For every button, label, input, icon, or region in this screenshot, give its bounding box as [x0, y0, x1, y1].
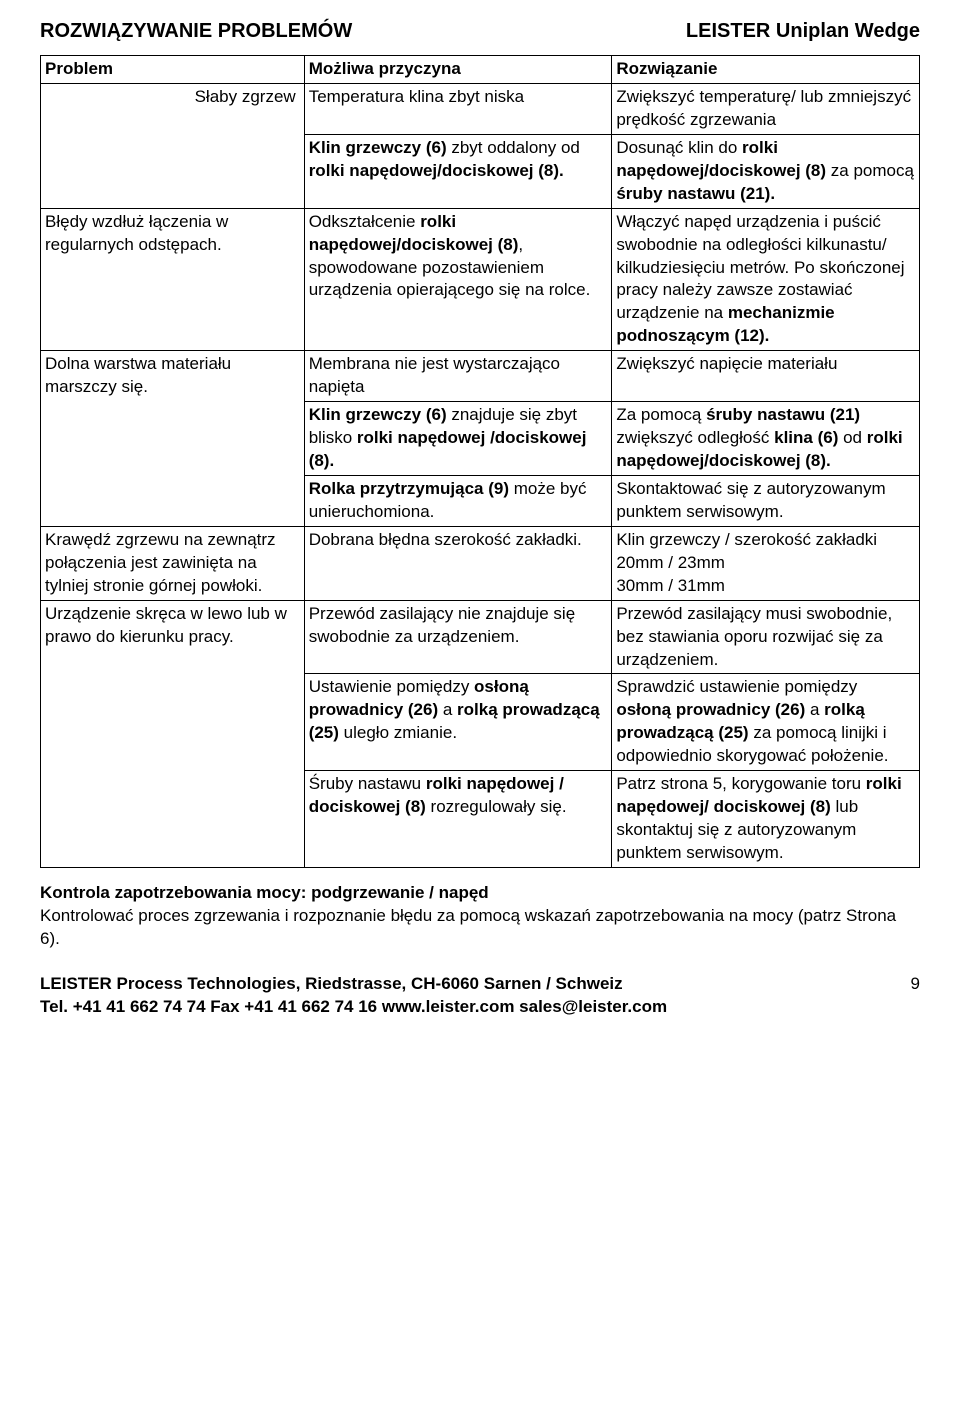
cell-cause: Śruby nastawu rolki napędowej / dociskow… [304, 771, 612, 868]
th-cause: Możliwa przyczyna [304, 56, 612, 84]
cell-solution: Zwiększyć napięcie materiału [612, 351, 920, 402]
bold-text: klina (6) [774, 428, 838, 447]
cell-solution: Klin grzewczy / szerokość zakładki 20mm … [612, 526, 920, 600]
header-right: LEISTER Uniplan Wedge [686, 18, 920, 45]
cell-solution: Sprawdzić ustawienie pomiędzy osłoną pro… [612, 674, 920, 771]
text: rozregulowały się. [426, 797, 567, 816]
cell-cause: Temperatura klina zbyt niska [304, 83, 612, 134]
text: Sprawdzić ustawienie pomiędzy [616, 677, 857, 696]
text: a [805, 700, 824, 719]
bold-text: Klin grzewczy (6) [309, 138, 447, 157]
cell-cause: Klin grzewczy (6) znajduje się zbyt blis… [304, 402, 612, 476]
page-footer: LEISTER Process Technologies, Riedstrass… [40, 973, 920, 1019]
bold-text: śruby nastawu (21) [706, 405, 860, 424]
cell-solution: Włączyć napęd urządzenia i puścić swobod… [612, 208, 920, 351]
table-row: Dolna warstwa materiału marszczy się. Me… [41, 351, 920, 402]
cell-solution: Dosunąć klin do rolki napędowej/dociskow… [612, 134, 920, 208]
table-row: Krawędź zgrzewu na zewnątrz połączenia j… [41, 526, 920, 600]
table-row: Słaby zgrzew Temperatura klina zbyt nisk… [41, 83, 920, 134]
section-title: Kontrola zapotrzebowania mocy: podgrzewa… [40, 882, 920, 905]
bold-text: rolki napędowej/dociskowej (8). [309, 161, 564, 180]
th-problem: Problem [41, 56, 305, 84]
text: Śruby nastawu [309, 774, 426, 793]
text: Dosunąć klin do [616, 138, 742, 157]
text: Odkształcenie [309, 212, 421, 231]
troubleshooting-table: Problem Możliwa przyczyna Rozwiązanie Sł… [40, 55, 920, 868]
cell-problem: Urządzenie skręca w lewo lub w prawo do … [41, 600, 305, 867]
text: za pomocą [826, 161, 914, 180]
cell-problem: Krawędź zgrzewu na zewnątrz połączenia j… [41, 526, 305, 600]
cell-cause: Ustawienie pomiędzy osłoną prowadnicy (2… [304, 674, 612, 771]
text: Ustawienie pomiędzy [309, 677, 474, 696]
text: Za pomocą [616, 405, 706, 424]
cell-solution: Za pomocą śruby nastawu (21) zwiększyć o… [612, 402, 920, 476]
page-number: 9 [911, 973, 920, 996]
cell-cause: Rolka przytrzymująca (9) może być unieru… [304, 475, 612, 526]
cell-problem: Dolna warstwa materiału marszczy się. [41, 351, 305, 527]
header-left: ROZWIĄZYWANIE PROBLEMÓW [40, 18, 352, 45]
text: zwiększyć odległość [616, 428, 774, 447]
text: a [438, 700, 457, 719]
text: od [838, 428, 866, 447]
table-row: Błędy wzdłuż łączenia w regularnych odst… [41, 208, 920, 351]
cell-problem: Słaby zgrzew [41, 83, 305, 208]
cell-solution: Patrz strona 5, korygowanie toru rolki n… [612, 771, 920, 868]
cell-solution: Skontaktować się z autoryzowanym punktem… [612, 475, 920, 526]
footer-address: LEISTER Process Technologies, Riedstrass… [40, 973, 623, 996]
th-solution: Rozwiązanie [612, 56, 920, 84]
cell-solution: Zwiększyć temperaturę/ lub zmniejszyć pr… [612, 83, 920, 134]
cell-cause: Membrana nie jest wystarczająco napięta [304, 351, 612, 402]
text: Patrz strona 5, korygowanie toru [616, 774, 865, 793]
page-header: ROZWIĄZYWANIE PROBLEMÓW LEISTER Uniplan … [40, 18, 920, 45]
cell-cause: Klin grzewczy (6) zbyt oddalony od rolki… [304, 134, 612, 208]
cell-cause: Dobrana błędna szerokość zakładki. [304, 526, 612, 600]
cell-solution: Przewód zasilający musi swobodnie, bez s… [612, 600, 920, 674]
section-body: Kontrolować proces zgrzewania i rozpozna… [40, 905, 920, 951]
text: zbyt oddalony od [447, 138, 580, 157]
table-row: Urządzenie skręca w lewo lub w prawo do … [41, 600, 920, 674]
cell-cause: Odkształcenie rolki napędowej/dociskowej… [304, 208, 612, 351]
table-header-row: Problem Możliwa przyczyna Rozwiązanie [41, 56, 920, 84]
footer-contact: Tel. +41 41 662 74 74 Fax +41 41 662 74 … [40, 996, 920, 1019]
bold-text: Klin grzewczy (6) [309, 405, 447, 424]
bold-text: Rolka przytrzymująca (9) [309, 479, 509, 498]
bold-text: śruby nastawu (21). [616, 184, 775, 203]
text: uległo zmianie. [339, 723, 457, 742]
cell-cause: Przewód zasilający nie znajduje się swob… [304, 600, 612, 674]
cell-problem: Błędy wzdłuż łączenia w regularnych odst… [41, 208, 305, 351]
bold-text: osłoną prowadnicy (26) [616, 700, 805, 719]
